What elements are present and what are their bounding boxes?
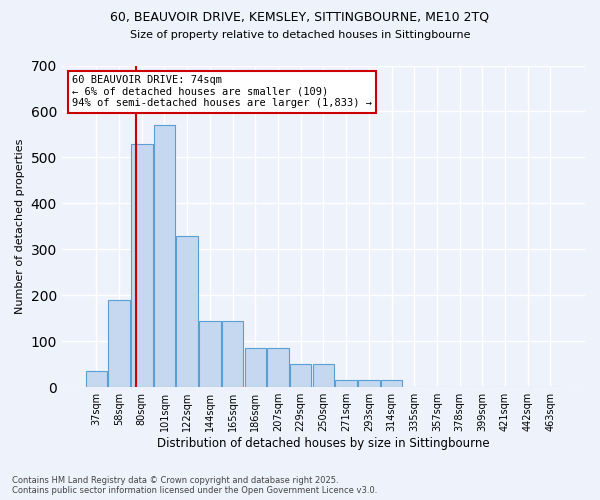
Bar: [108, 300, 130, 387]
Bar: [176, 236, 198, 387]
Text: 60 BEAUVOIR DRIVE: 74sqm
← 6% of detached houses are smaller (109)
94% of semi-d: 60 BEAUVOIR DRIVE: 74sqm ← 6% of detache…: [72, 75, 372, 108]
Bar: [131, 144, 152, 387]
Bar: [313, 364, 334, 387]
Text: 60, BEAUVOIR DRIVE, KEMSLEY, SITTINGBOURNE, ME10 2TQ: 60, BEAUVOIR DRIVE, KEMSLEY, SITTINGBOUR…: [110, 10, 490, 23]
Bar: [290, 364, 311, 387]
Bar: [199, 320, 221, 387]
Bar: [86, 371, 107, 387]
Bar: [267, 348, 289, 387]
Text: Size of property relative to detached houses in Sittingbourne: Size of property relative to detached ho…: [130, 30, 470, 40]
Bar: [245, 348, 266, 387]
Y-axis label: Number of detached properties: Number of detached properties: [15, 138, 25, 314]
Bar: [358, 380, 380, 387]
X-axis label: Distribution of detached houses by size in Sittingbourne: Distribution of detached houses by size …: [157, 437, 490, 450]
Text: Contains HM Land Registry data © Crown copyright and database right 2025.
Contai: Contains HM Land Registry data © Crown c…: [12, 476, 377, 495]
Bar: [381, 380, 402, 387]
Bar: [154, 125, 175, 387]
Bar: [335, 380, 357, 387]
Bar: [222, 320, 244, 387]
